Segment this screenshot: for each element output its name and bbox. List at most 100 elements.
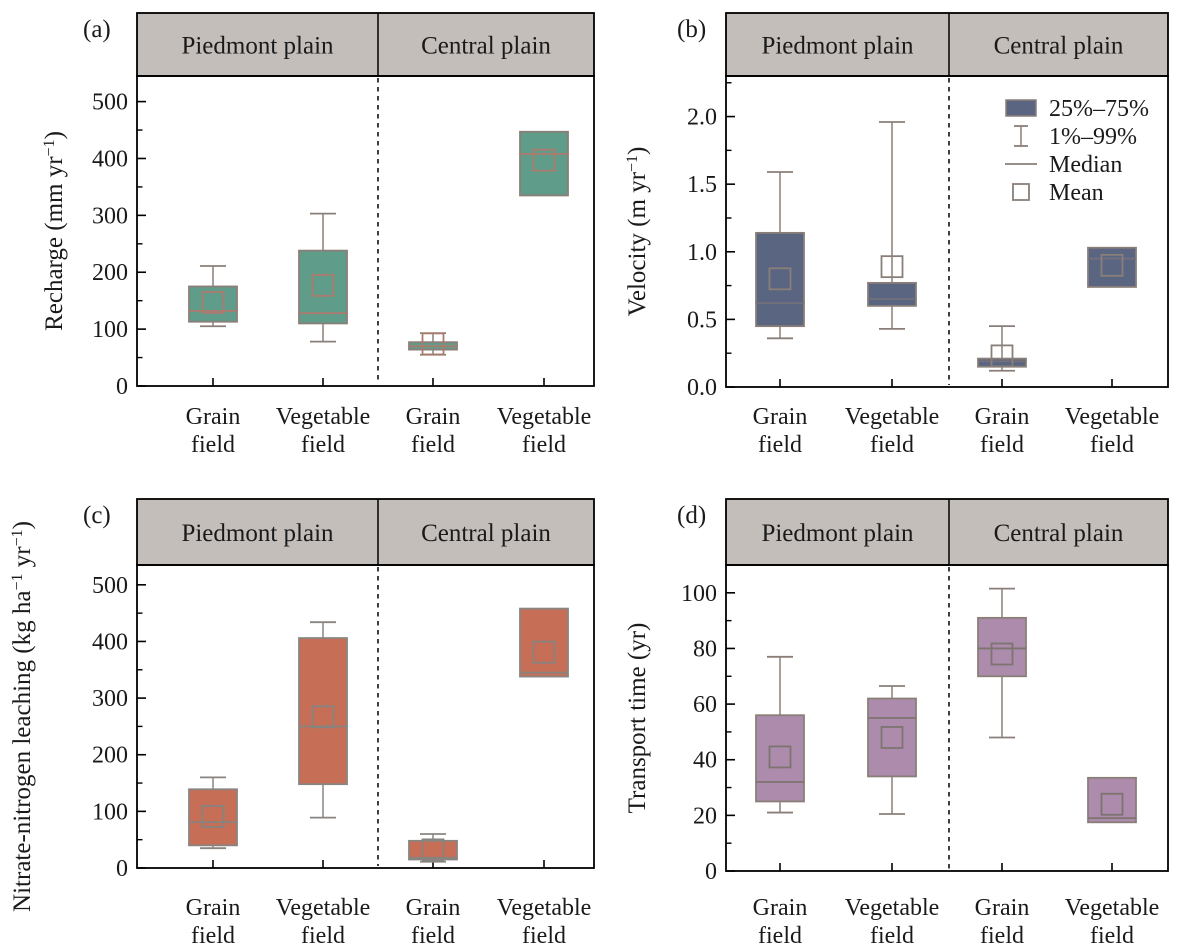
region-header-band xyxy=(136,12,595,77)
region-header-piedmont-plain: Piedmont plain xyxy=(761,520,914,547)
boxplot-central-plain-vegetable-field xyxy=(519,130,569,197)
mean-marker xyxy=(421,838,445,862)
y-tick-label: 80 xyxy=(693,636,717,662)
category-label-line2: field xyxy=(191,432,235,458)
y-tick-label: 200 xyxy=(92,743,128,769)
category-label-line2: field xyxy=(301,923,345,949)
mean-marker xyxy=(311,273,335,297)
category-label-line2: field xyxy=(870,923,914,949)
y-axis-title: Nitrate-nitrogen leaching (kg ha−1 yr−1) xyxy=(9,521,36,912)
y-tick-label: 1.5 xyxy=(687,172,717,198)
category-label-line1: Grain xyxy=(186,404,241,430)
y-tick-label: 2.0 xyxy=(687,105,717,131)
region-header-central-plain: Central plain xyxy=(421,33,551,60)
boxplot-piedmont-plain-grain-field xyxy=(188,265,238,328)
region-header-piedmont-plain: Piedmont plain xyxy=(181,33,334,60)
panel-b-velocity: (b) Piedmont plain Central plain 0.0 0.5 1.0 1… xyxy=(624,12,1169,458)
mean-marker xyxy=(990,642,1014,666)
y-axis-title: Recharge (mm yr−1) xyxy=(41,131,68,331)
plot-frame xyxy=(725,564,1169,872)
category-label-line1: Vegetable xyxy=(845,404,940,430)
boxplot-piedmont-plain-grain-field xyxy=(755,655,805,814)
y-tick-label: 0.0 xyxy=(687,375,717,401)
category-label-line2: field xyxy=(758,923,802,949)
category-label-line1: Vegetable xyxy=(1065,895,1160,921)
category-label-line2: field xyxy=(411,432,455,458)
category-label-line1: Grain xyxy=(753,895,808,921)
iqr-box xyxy=(188,788,238,847)
iqr-box xyxy=(1087,246,1137,288)
y-tick-label: 300 xyxy=(92,203,128,229)
y-axis-title: Transport time (yr) xyxy=(624,623,651,814)
panel-letter: (c) xyxy=(83,502,111,529)
boxplot-piedmont-plain-grain-field xyxy=(188,776,238,850)
y-tick-label: 400 xyxy=(92,629,128,655)
category-label-line1: Vegetable xyxy=(276,404,371,430)
boxplot-piedmont-plain-vegetable-field xyxy=(298,621,348,819)
y-tick-label: 100 xyxy=(92,317,128,343)
y-tick-label: 1.0 xyxy=(687,240,717,266)
category-label-line1: Vegetable xyxy=(1065,404,1160,430)
plot-frame xyxy=(725,75,1169,388)
boxplot-piedmont-plain-vegetable-field xyxy=(298,212,348,343)
y-tick-label: 200 xyxy=(92,260,128,286)
category-label-line2: field xyxy=(301,432,345,458)
boxplot-piedmont-plain-grain-field xyxy=(755,171,805,340)
mean-marker xyxy=(880,255,904,279)
y-tick-label: 20 xyxy=(693,803,717,829)
boxplot-central-plain-vegetable-field xyxy=(1087,246,1137,288)
boxplot-central-plain-grain-field xyxy=(977,587,1027,739)
category-label-line1: Grain xyxy=(753,404,808,430)
region-header-piedmont-plain: Piedmont plain xyxy=(181,520,334,547)
boxplot-piedmont-plain-vegetable-field xyxy=(867,685,917,815)
iqr-box xyxy=(977,616,1027,678)
category-label-line1: Grain xyxy=(975,895,1030,921)
category-label-line2: field xyxy=(411,923,455,949)
category-label-line2: field xyxy=(191,923,235,949)
category-label-line2: field xyxy=(980,432,1024,458)
category-label-line1: Grain xyxy=(186,895,241,921)
iqr-box xyxy=(1087,776,1137,824)
category-label-line2: field xyxy=(1090,432,1134,458)
category-label-line1: Grain xyxy=(406,895,461,921)
region-header-band xyxy=(136,498,595,566)
plot-frame xyxy=(136,75,595,387)
mean-marker xyxy=(768,745,792,769)
mean-marker xyxy=(880,726,904,749)
panel-c-nitrate-leaching: (c) Piedmont plain Central plain 0 100 200 300… xyxy=(9,498,595,949)
mean-marker xyxy=(532,640,556,664)
category-label-line2: field xyxy=(522,432,566,458)
plot-frame xyxy=(136,564,595,869)
y-tick-label: 500 xyxy=(92,573,128,599)
category-label-line1: Vegetable xyxy=(276,895,371,921)
region-header-central-plain: Central plain xyxy=(994,33,1124,60)
y-tick-label: 300 xyxy=(92,686,128,712)
y-tick-label: 0 xyxy=(116,856,128,882)
y-tick-label: 40 xyxy=(693,748,717,774)
y-tick-label: 0 xyxy=(705,859,717,885)
iqr-box xyxy=(519,130,569,197)
boxplot-central-plain-vegetable-field xyxy=(1087,776,1137,824)
boxplot-central-plain-vegetable-field xyxy=(519,607,569,678)
legend-label: 25%–75% xyxy=(1049,96,1149,122)
category-label-line2: field xyxy=(1090,923,1134,949)
boxplot-piedmont-plain-vegetable-field xyxy=(867,121,917,330)
category-label-line1: Vegetable xyxy=(497,404,592,430)
region-header-central-plain: Central plain xyxy=(994,520,1124,547)
region-header-band xyxy=(725,498,1169,566)
iqr-box xyxy=(298,249,348,325)
iqr-box xyxy=(298,637,348,786)
y-tick-label: 0.5 xyxy=(687,307,717,333)
panel-letter: (b) xyxy=(677,16,706,43)
category-label-line2: field xyxy=(870,432,914,458)
mean-marker xyxy=(311,705,335,729)
legend-mean-icon xyxy=(1012,183,1030,201)
region-header-central-plain: Central plain xyxy=(421,520,551,547)
legend-label: Mean xyxy=(1049,180,1104,206)
mean-marker xyxy=(201,805,225,828)
region-header-piedmont-plain: Piedmont plain xyxy=(761,33,914,60)
mean-marker xyxy=(990,344,1014,368)
mean-marker xyxy=(1100,253,1124,277)
panel-a-recharge: (a) Piedmont plain Central plain 0 100 200 300… xyxy=(41,12,595,458)
